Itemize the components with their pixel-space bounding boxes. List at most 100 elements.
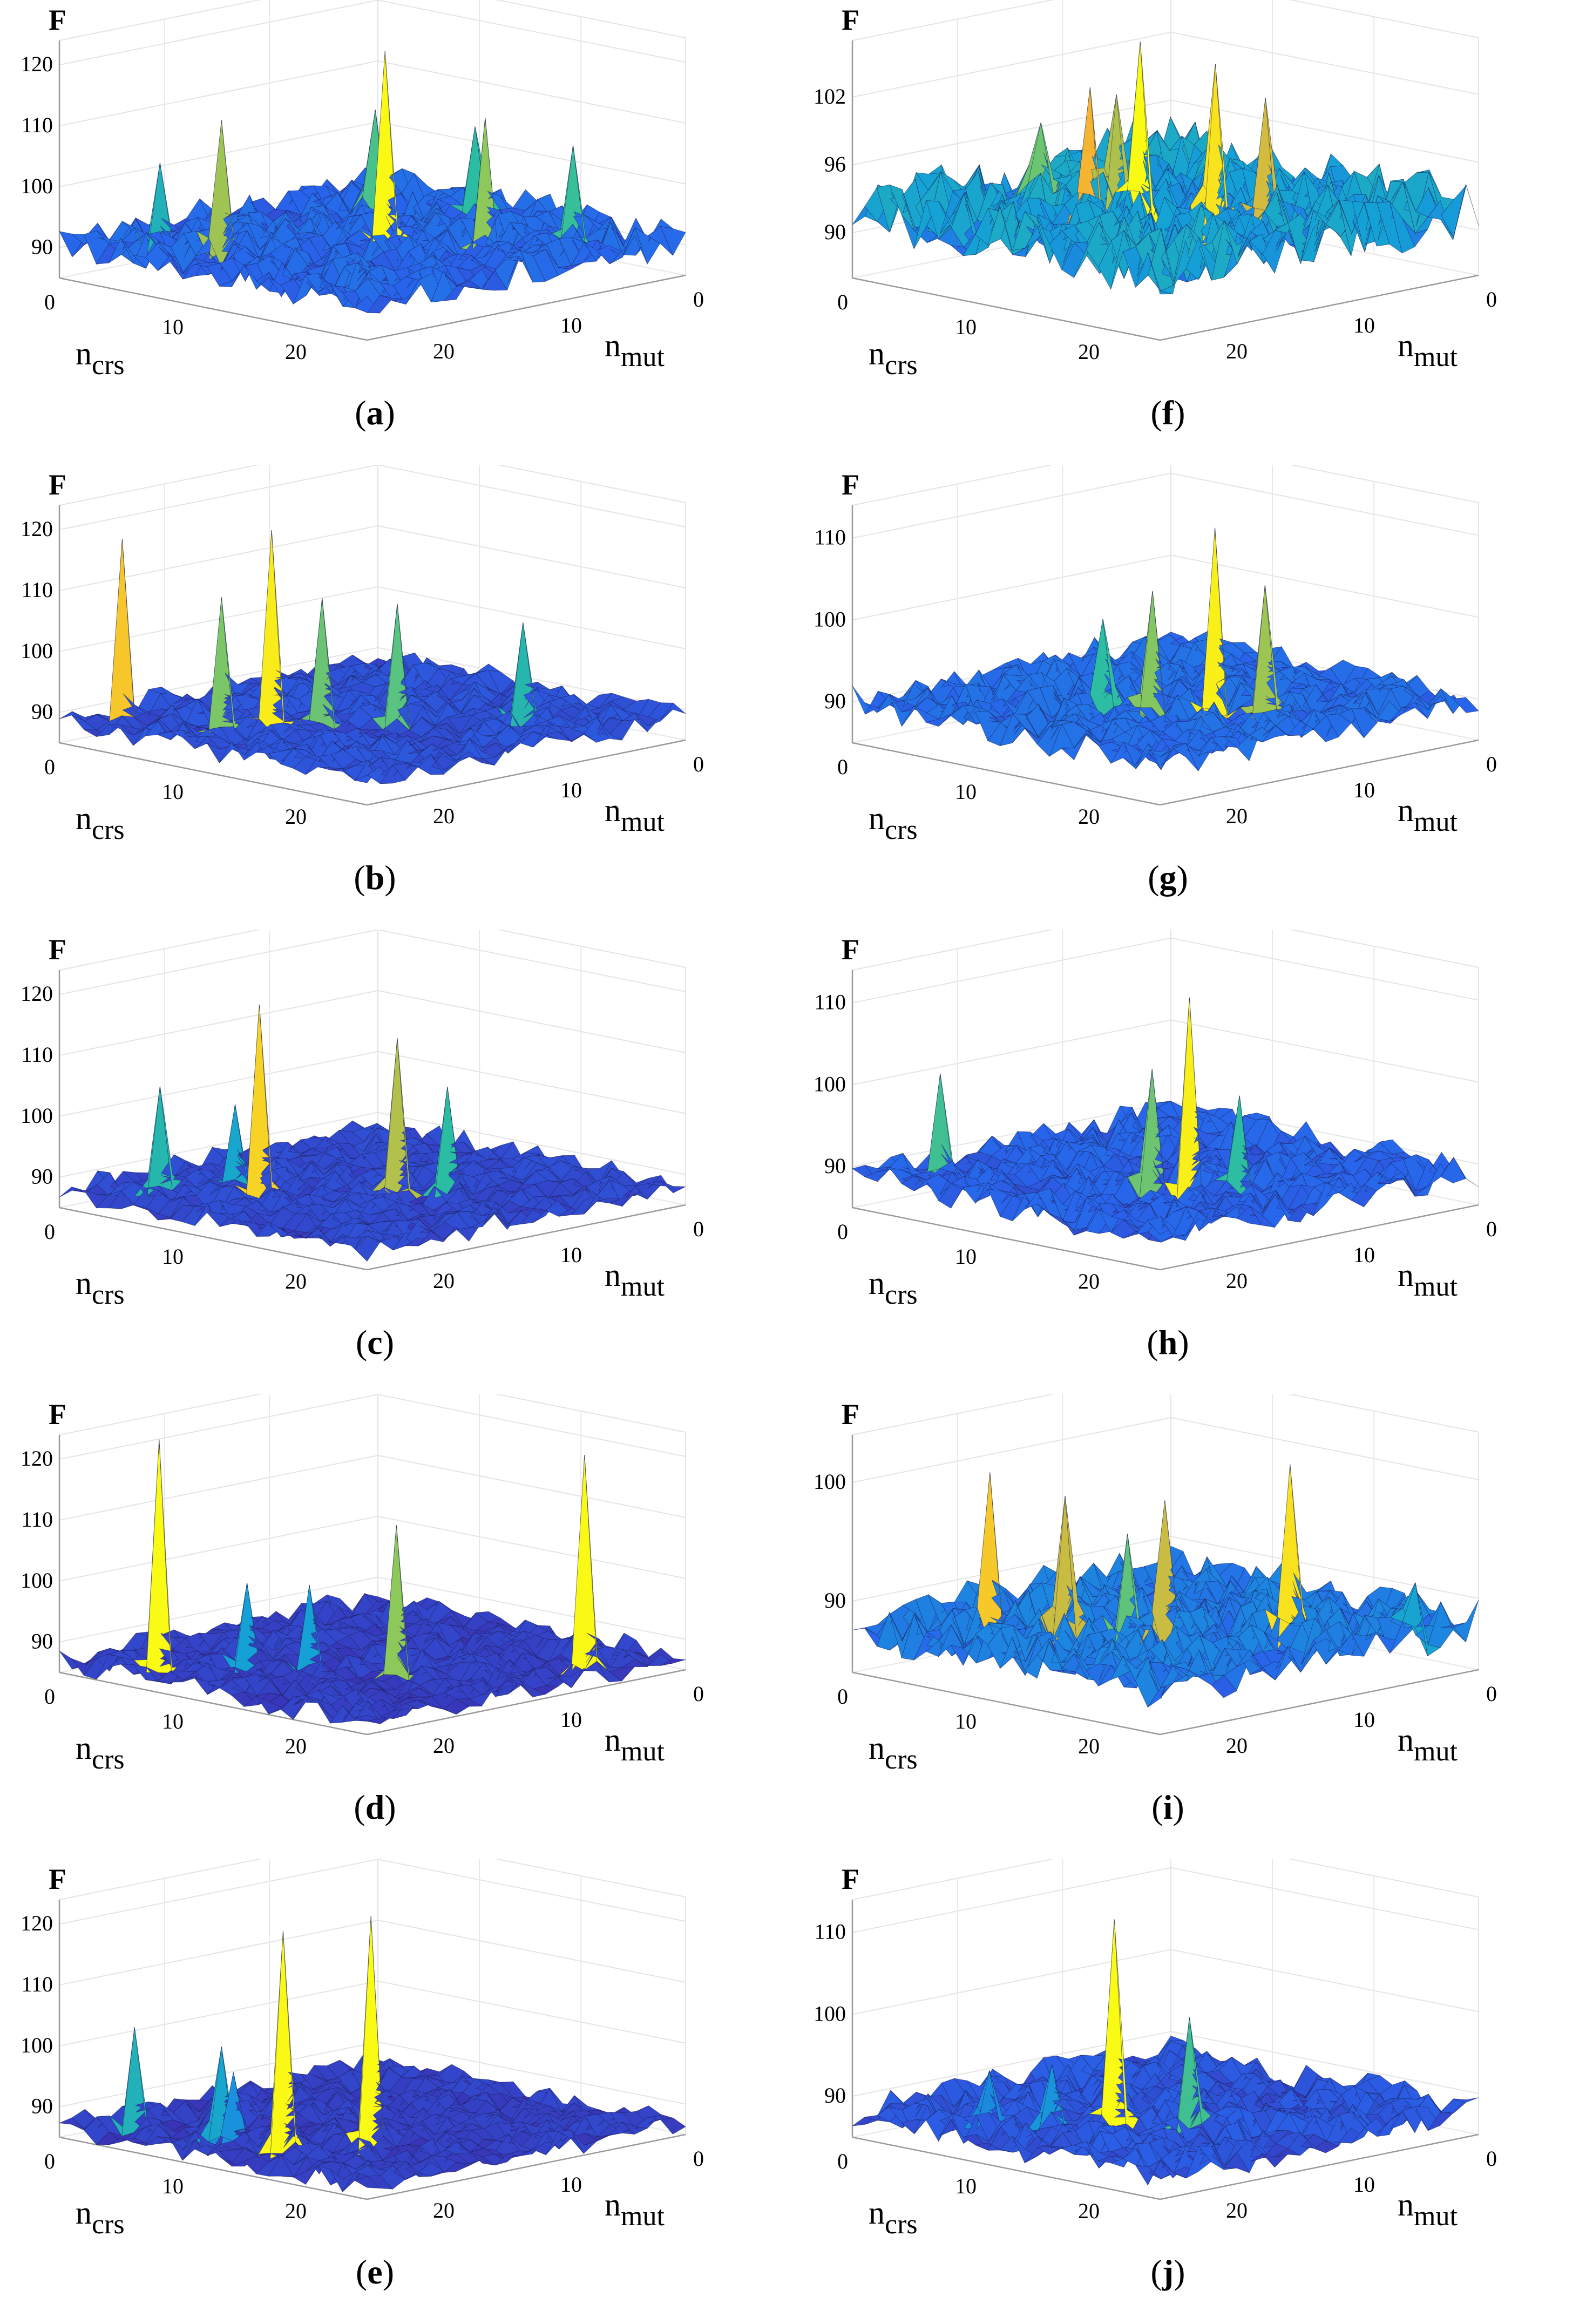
y-tick-10: 10 (1353, 778, 1375, 802)
z-axis-label: F (842, 933, 859, 966)
z-axis-label: F (49, 933, 66, 966)
y-tick-20: 20 (433, 1733, 455, 1758)
y-tick-10: 10 (560, 1243, 582, 1267)
y-axis-label-sub: mut (1414, 342, 1458, 372)
z-tick-110: 110 (21, 1042, 53, 1067)
y-axis-label-sub: mut (1414, 807, 1458, 837)
z-tick-100: 100 (21, 1103, 53, 1128)
z-axis-label: F (842, 469, 859, 501)
y-axis-label: nmut (605, 1257, 665, 1302)
y-tick-20: 20 (433, 2198, 455, 2223)
z-tick-110: 110 (814, 525, 846, 550)
x-tick-0: 0 (44, 755, 55, 779)
y-tick-20: 20 (433, 804, 455, 828)
y-tick-20: 20 (1226, 339, 1248, 363)
y-tick-0: 0 (1486, 1217, 1497, 1241)
y-tick-0: 0 (693, 287, 704, 311)
z-tick-90: 90 (31, 2094, 53, 2118)
x-tick-10: 10 (162, 1244, 184, 1269)
y-tick-10: 10 (560, 313, 582, 337)
x-axis-label-sub: crs (92, 1279, 125, 1310)
panel-caption: (h) (1147, 1323, 1189, 1361)
z-tick-120: 120 (21, 1911, 53, 1935)
x-axis-label: ncrs (76, 801, 125, 845)
x-tick-10: 10 (162, 1709, 184, 1733)
z-tick-120: 120 (21, 517, 53, 541)
z-axis-label: F (49, 4, 66, 36)
x-axis-label: ncrs (76, 1265, 125, 1310)
y-tick-0: 0 (693, 1217, 704, 1241)
z-tick-110: 110 (21, 1507, 53, 1532)
panel-caption: (d) (354, 1788, 396, 1826)
panel-caption: (g) (1148, 858, 1188, 897)
x-axis-label-sub: crs (885, 815, 918, 845)
z-tick-100: 100 (21, 639, 53, 663)
x-tick-10: 10 (162, 315, 184, 339)
y-axis-label: nmut (605, 2187, 665, 2232)
y-axis-label: nmut (605, 328, 665, 372)
x-tick-0: 0 (44, 290, 55, 314)
y-tick-20: 20 (1226, 1269, 1248, 1293)
x-tick-20: 20 (1078, 340, 1100, 364)
x-tick-0: 0 (837, 755, 848, 779)
y-tick-10: 10 (1353, 1243, 1375, 1267)
x-axis-label: ncrs (76, 1730, 125, 1775)
x-tick-20: 20 (1078, 804, 1100, 829)
x-tick-0: 0 (44, 1219, 55, 1244)
x-axis-label: ncrs (869, 801, 918, 845)
x-tick-10: 10 (955, 1244, 977, 1269)
x-tick-0: 0 (44, 1684, 55, 1709)
x-tick-10: 10 (162, 780, 184, 804)
x-axis-label-sub: crs (885, 350, 918, 381)
x-tick-20: 20 (285, 1734, 307, 1758)
z-tick-102: 102 (814, 84, 846, 109)
y-axis-label-sub: mut (621, 342, 665, 372)
y-tick-0: 0 (693, 2146, 704, 2171)
y-axis-label: nmut (1398, 1257, 1458, 1302)
panel-caption: (b) (354, 858, 396, 897)
x-tick-20: 20 (285, 2199, 307, 2223)
x-axis-line (852, 278, 1160, 340)
z-tick-110: 110 (814, 990, 846, 1014)
x-tick-20: 20 (1078, 1269, 1100, 1293)
y-tick-10: 10 (560, 778, 582, 802)
panel-caption: (a) (355, 394, 395, 432)
panel-caption: (f) (1151, 394, 1185, 432)
z-tick-110: 110 (21, 113, 53, 137)
x-tick-20: 20 (285, 1269, 307, 1293)
x-tick-10: 10 (162, 2174, 184, 2198)
z-tick-100: 100 (21, 174, 53, 198)
z-tick-100: 100 (814, 1072, 846, 1096)
y-axis-label-sub: mut (621, 2201, 665, 2232)
y-axis-label-sub: mut (621, 807, 665, 837)
z-axis-label: F (49, 1398, 66, 1431)
y-tick-20: 20 (433, 1269, 455, 1293)
y-axis-label: nmut (605, 1722, 665, 1767)
y-tick-0: 0 (1486, 287, 1497, 311)
z-tick-110: 110 (21, 578, 53, 602)
z-tick-90: 90 (824, 689, 846, 713)
y-tick-10: 10 (560, 1708, 582, 1732)
y-axis-label-sub: mut (1414, 1271, 1458, 1302)
x-axis-label-sub: crs (92, 350, 125, 381)
z-tick-100: 100 (814, 607, 846, 631)
x-axis-label: ncrs (869, 1265, 918, 1310)
x-axis-label: ncrs (76, 336, 125, 381)
x-tick-0: 0 (44, 2149, 55, 2173)
x-tick-20: 20 (285, 804, 307, 829)
y-axis-line (1160, 275, 1479, 340)
y-axis-label-sub: mut (621, 1271, 665, 1302)
y-tick-20: 20 (433, 339, 455, 363)
z-tick-96: 96 (824, 152, 846, 176)
x-axis-label-sub: crs (885, 1279, 918, 1310)
z-axis-label: F (49, 1863, 66, 1895)
y-tick-0: 0 (693, 1682, 704, 1706)
y-axis-label: nmut (1398, 792, 1458, 837)
z-tick-90: 90 (31, 235, 53, 259)
y-axis-label-sub: mut (621, 1736, 665, 1767)
